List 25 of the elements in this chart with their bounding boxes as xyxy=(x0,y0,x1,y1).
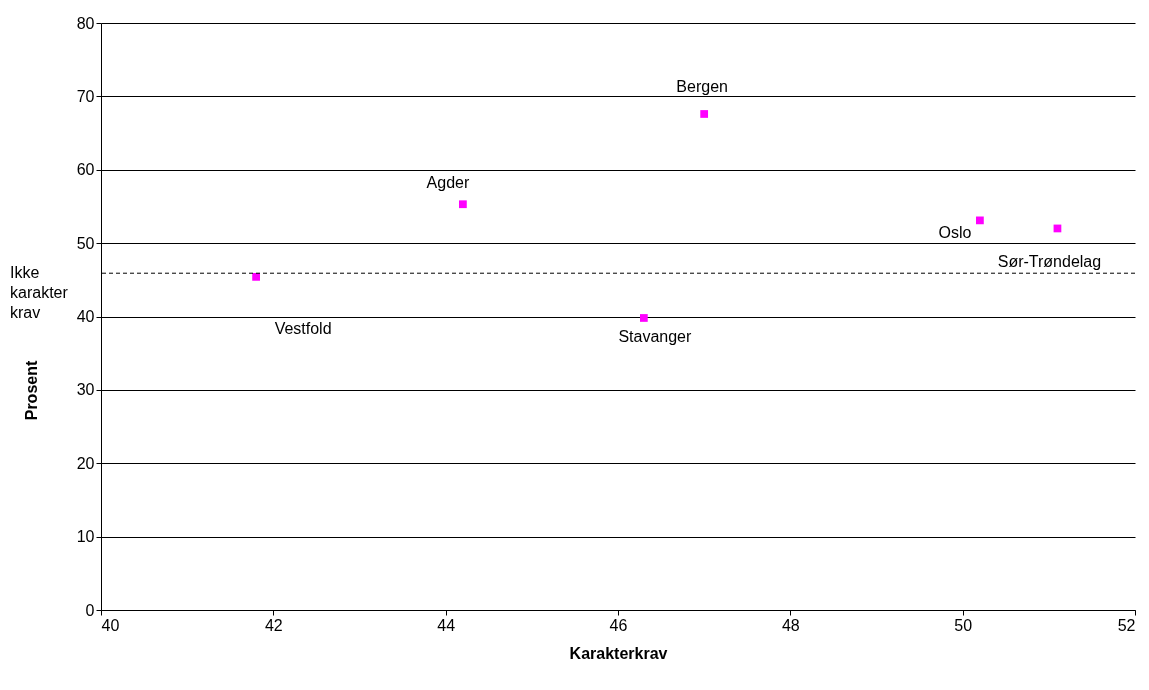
annotation: Stavanger xyxy=(618,327,692,345)
annotation: Oslo xyxy=(938,224,972,242)
y-tick-label: 20 xyxy=(76,454,95,472)
y-tick-label: 40 xyxy=(76,308,95,325)
annotation: Sør-Trøndelag xyxy=(997,253,1102,271)
y-tick-label: 0 xyxy=(85,601,95,619)
x-tick-label: 40 xyxy=(101,616,120,634)
y-tick-label: 80 xyxy=(76,14,95,32)
x-axis-title: Karakterkrav xyxy=(569,644,668,662)
x-tick-label: 50 xyxy=(954,616,973,634)
annotation: Vestfold xyxy=(274,319,332,337)
annotation: Bergen xyxy=(676,77,728,95)
y-tick-label: 60 xyxy=(76,161,95,179)
y-tick-label: 50 xyxy=(76,234,95,252)
annotation: Agder xyxy=(426,174,470,192)
x-tick-label: 44 xyxy=(437,616,456,634)
x-tick-label: 46 xyxy=(609,616,628,634)
y-tick-label: 30 xyxy=(76,381,95,399)
y-tick-label: 70 xyxy=(76,87,95,105)
x-tick-label: 42 xyxy=(264,616,283,634)
ref-line-label: Ikke karakter krav xyxy=(10,264,69,322)
y-axis-title: Prosent xyxy=(22,360,40,421)
y-tick-label: 10 xyxy=(76,528,95,546)
x-tick-label: 52 xyxy=(1117,616,1136,634)
x-tick-label: 48 xyxy=(781,616,800,634)
